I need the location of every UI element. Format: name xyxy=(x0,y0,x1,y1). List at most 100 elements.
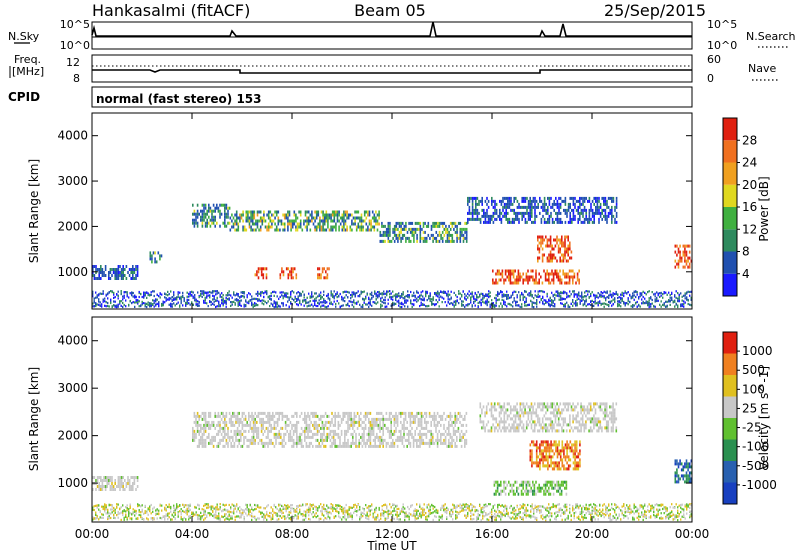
velocity-cell xyxy=(421,433,423,436)
power-cell xyxy=(125,299,126,301)
velocity-cell xyxy=(100,488,102,491)
velocity-cell xyxy=(325,436,327,439)
velocity-cell xyxy=(531,452,533,455)
velocity-cell xyxy=(296,415,298,418)
power-cell xyxy=(208,204,210,207)
power-cell xyxy=(662,293,663,295)
power-cell xyxy=(484,295,485,297)
power-cell xyxy=(628,297,629,299)
velocity-cell xyxy=(290,421,292,424)
velocity-cell xyxy=(317,433,319,436)
power-cell xyxy=(151,305,152,307)
velocity-cell xyxy=(508,493,510,496)
power-cell xyxy=(380,234,382,237)
power-cell xyxy=(566,296,567,298)
power-cell xyxy=(353,291,354,293)
power-cell xyxy=(532,279,534,282)
power-cell xyxy=(440,234,442,237)
velocity-cell xyxy=(197,412,199,415)
power-cell xyxy=(461,228,463,231)
power-cell xyxy=(403,303,404,305)
power-cell xyxy=(516,282,518,285)
power-cell xyxy=(224,204,226,207)
power-cell xyxy=(477,203,479,206)
power-cell xyxy=(295,217,297,220)
velocity-cell xyxy=(539,461,541,464)
power-cell xyxy=(332,211,334,214)
velocity-cell xyxy=(288,418,290,421)
velocity-cell xyxy=(536,455,538,458)
nave-label: Nave xyxy=(748,62,776,75)
power-cell xyxy=(296,299,297,301)
velocity-cell xyxy=(461,415,463,418)
velocity-cell xyxy=(429,415,431,418)
power-cell xyxy=(683,266,685,269)
velocity-cell xyxy=(323,427,325,430)
power-cell xyxy=(213,222,215,225)
velocity-cell xyxy=(458,427,460,430)
velocity-cell xyxy=(554,464,556,467)
velocity-cell xyxy=(317,415,319,418)
velocity-cell xyxy=(464,439,466,442)
power-cell xyxy=(559,293,560,295)
velocity-cell xyxy=(294,412,296,415)
power-cell xyxy=(322,296,323,298)
velocity-cell xyxy=(381,439,383,442)
velocity-cell xyxy=(514,481,516,484)
velocity-cell xyxy=(419,445,421,448)
power-cell xyxy=(560,291,561,293)
date-title: 25/Sep/2015 xyxy=(604,1,706,20)
velocity-cell xyxy=(243,418,245,421)
power-cell xyxy=(400,222,402,225)
power-cell xyxy=(505,301,506,303)
power-cell xyxy=(421,294,422,296)
velocity-cell xyxy=(542,455,544,458)
power-cell xyxy=(589,200,591,203)
power-cell xyxy=(530,300,531,302)
velocity-cell xyxy=(371,430,373,433)
power-cell xyxy=(251,298,252,300)
velocity-cell xyxy=(554,452,556,455)
power-cell xyxy=(172,306,173,308)
power-cell xyxy=(600,206,602,209)
velocity-cell xyxy=(505,493,507,496)
power-cell xyxy=(116,294,117,296)
power-cell xyxy=(504,197,506,200)
power-cell xyxy=(314,292,315,294)
velocity-cell xyxy=(285,427,287,430)
power-cell xyxy=(265,301,266,303)
power-cell xyxy=(581,297,582,299)
power-cell xyxy=(324,229,326,232)
velocity-cell xyxy=(557,443,559,446)
power-cell xyxy=(526,197,528,200)
power-cell xyxy=(259,293,260,295)
power-cell xyxy=(502,276,504,279)
velocity-cell xyxy=(534,493,536,496)
velocity-cell xyxy=(547,467,549,470)
power-cell xyxy=(238,301,239,303)
power-cell xyxy=(593,215,595,218)
power-cell xyxy=(637,306,638,308)
power-cell xyxy=(374,214,376,217)
velocity-cell xyxy=(333,430,335,433)
velocity-cell xyxy=(421,412,423,415)
velocity-cell xyxy=(320,445,322,448)
velocity-cell xyxy=(352,424,354,427)
velocity-cell xyxy=(320,415,322,418)
power-cell xyxy=(211,216,213,219)
power-cell xyxy=(469,209,471,212)
velocity-cell xyxy=(127,479,129,482)
velocity-cell xyxy=(298,442,300,445)
velocity-cell xyxy=(230,421,232,424)
velocity-cell xyxy=(219,439,221,442)
power-cell xyxy=(383,231,385,234)
velocity-cell xyxy=(312,436,314,439)
power-cell xyxy=(233,301,234,303)
power-cell xyxy=(565,305,566,307)
power-cell xyxy=(560,302,561,304)
power-cell xyxy=(574,215,576,218)
velocity-cell xyxy=(266,427,268,430)
power-cell xyxy=(316,214,318,217)
power-cell xyxy=(519,273,521,276)
velocity-cell xyxy=(381,412,383,415)
